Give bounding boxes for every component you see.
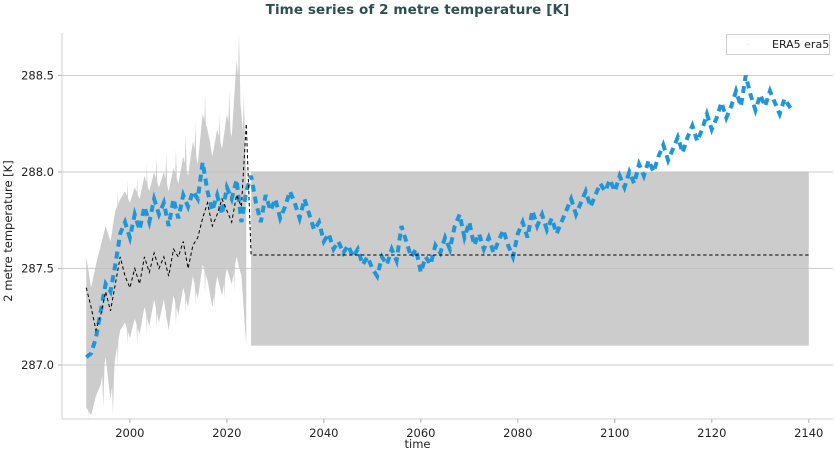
x-tick-label-3: 2060 xyxy=(406,426,435,440)
spread-spike-26 xyxy=(212,141,218,308)
x-tick-label-6: 2120 xyxy=(697,426,726,440)
y-tick-label-3: 288.5 xyxy=(21,68,54,82)
series-line-forecast xyxy=(84,74,796,359)
spread-spike-19 xyxy=(178,171,184,296)
y-tick-label-1: 287.5 xyxy=(21,261,54,275)
spread-spike-21 xyxy=(188,160,193,292)
spread-spike-0 xyxy=(86,268,92,419)
spread-spike-12 xyxy=(144,164,150,335)
spread-spike-32 xyxy=(241,94,247,284)
spread-spike-1 xyxy=(90,307,96,404)
spread-spike-16 xyxy=(163,152,169,323)
x-tick-label-1: 2020 xyxy=(212,426,241,440)
spread-spike-8 xyxy=(125,179,130,346)
page-title: Time series of 2 metre temperature [K] xyxy=(265,2,570,18)
spread-spike-23 xyxy=(197,152,203,284)
spread-band-projection xyxy=(251,171,809,346)
spread-spike-28 xyxy=(222,133,227,300)
y-axis-label: 2 metre temperature [K] xyxy=(1,160,15,302)
y-tick-label-0: 287.0 xyxy=(21,358,54,372)
spread-spike-9 xyxy=(129,198,135,327)
legend[interactable]: ERA5 era5 xyxy=(726,34,830,55)
spread-spike-24 xyxy=(202,94,208,296)
spread-spike-4 xyxy=(105,229,111,346)
spread-spike-13 xyxy=(149,183,155,308)
spread-spike-17 xyxy=(168,179,174,300)
spread-spike-29 xyxy=(226,90,232,277)
x-tick-label-4: 2080 xyxy=(503,426,532,440)
spread-spike-6 xyxy=(115,191,121,365)
x-tick-label-5: 2100 xyxy=(600,426,629,440)
x-tick-label-7: 2140 xyxy=(794,426,823,440)
legend-entry-label: ERA5 era5 xyxy=(772,38,830,51)
series-line-era5 xyxy=(85,123,809,333)
spread-spike-30 xyxy=(231,114,237,292)
legend-dashed-line-icon xyxy=(746,44,750,45)
spread-spike-15 xyxy=(158,179,164,308)
spread-spike-18 xyxy=(173,148,179,327)
spread-spike-22 xyxy=(192,121,198,308)
x-axis-label: time xyxy=(404,437,431,451)
spread-spike-20 xyxy=(183,133,189,315)
x-tick-label-0: 2000 xyxy=(115,426,144,440)
x-tick-label-2: 2040 xyxy=(309,426,338,440)
y-tick-label-2: 288.0 xyxy=(21,165,54,179)
spread-spike-31 xyxy=(236,33,242,269)
